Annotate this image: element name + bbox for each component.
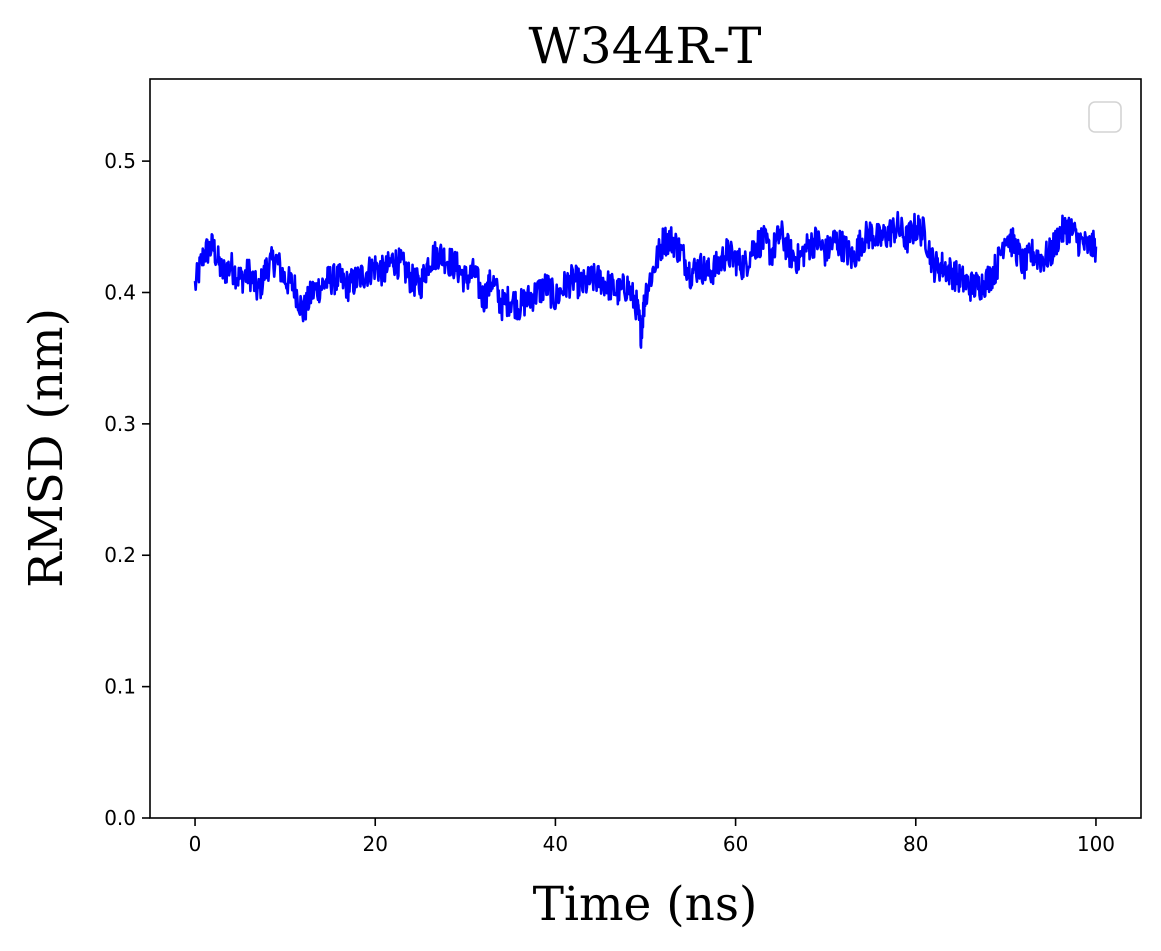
legend-box [1088,101,1122,133]
x-tick-label: 100 [1077,832,1115,856]
x-tick-label: 20 [363,832,388,856]
x-tick-label: 40 [543,832,568,856]
y-tick-label: 0.3 [104,412,136,436]
plot-frame [149,78,1142,819]
x-tick-label: 60 [723,832,748,856]
y-tick-label: 0.2 [104,543,136,567]
y-tick-label: 0.5 [104,149,136,173]
y-tick-label: 0.4 [104,280,136,304]
x-axis-label: Time (ns) [533,877,758,932]
x-tick-label: 0 [189,832,202,856]
y-tick-label: 0.1 [104,675,136,699]
y-tick-label: 0.0 [104,806,136,830]
y-axis-label: RMSD (nm) [19,308,74,588]
series-line [193,210,1098,349]
chart-title: W344R-T [529,17,762,75]
x-tick-label: 80 [903,832,928,856]
